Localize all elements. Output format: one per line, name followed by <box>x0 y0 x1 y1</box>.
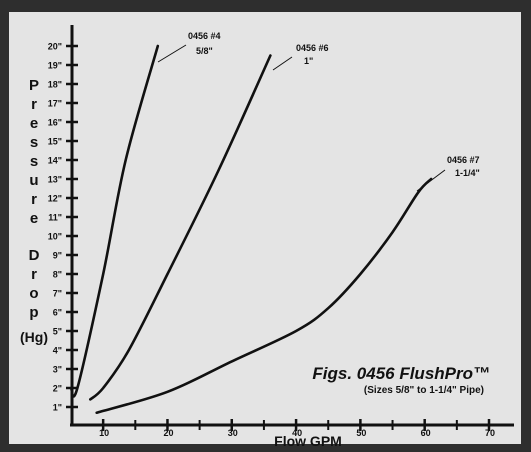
y-tick-label: 20" <box>48 42 62 52</box>
y-tick-label: 14" <box>48 156 62 166</box>
y-axis-label-letter: s <box>30 134 38 151</box>
series-line <box>69 44 160 398</box>
y-axis-label-letter: r <box>31 96 37 113</box>
y-axis-label-letter: p <box>29 304 38 321</box>
y-tick-label: 17" <box>48 99 62 109</box>
y-axis-label-letter: e <box>30 115 38 132</box>
series-name-label: 0456 #7 <box>447 155 480 165</box>
y-tick-label: 5" <box>53 327 62 337</box>
series-size-label: 5/8" <box>196 46 213 56</box>
x-tick-label: 60 <box>421 428 431 438</box>
x-axis-label: Flow GPM <box>274 433 342 449</box>
series-size-label: 1-1/4" <box>455 168 480 178</box>
series-size-label: 1" <box>304 56 313 66</box>
x-tick-label: 50 <box>356 428 366 438</box>
y-tick-label: 15" <box>48 137 62 147</box>
y-axis-label-letter: e <box>30 210 38 227</box>
y-axis-unit-label: (Hg) <box>20 329 48 345</box>
series-layer: 0456 #4 5/8" 0456 #6 1" 0456 #7 1-1/4" <box>69 31 480 414</box>
y-tick-label: 2" <box>53 384 62 394</box>
x-tick-label: 70 <box>485 428 495 438</box>
y-tick-label: 8" <box>53 270 62 280</box>
y-axis-label-letter: r <box>31 266 37 283</box>
series-line <box>89 54 272 401</box>
series-name-label: 0456 #6 <box>296 43 329 53</box>
y-tick-label: 13" <box>48 175 62 185</box>
y-tick-label: 3" <box>53 365 62 375</box>
y-tick-label: 1" <box>53 403 62 413</box>
x-tick-label: 30 <box>228 428 238 438</box>
y-tick-label: 4" <box>53 346 62 356</box>
y-tick-label: 9" <box>53 251 62 261</box>
axes <box>70 25 514 427</box>
y-tick-label: 10" <box>48 232 62 242</box>
y-tick-label: 18" <box>48 80 62 90</box>
y-ticks: 1" 2" 3" 4" 5" 6" 7" 8" 9" 10" 11" 12" 13" 14" 15" 16" 1… <box>48 42 78 413</box>
y-axis-label-letter: u <box>29 172 38 189</box>
chart-title: Figs. 0456 FlushPro™ <box>312 364 490 383</box>
series-line <box>95 177 433 414</box>
series-leader-line <box>157 44 187 63</box>
y-axis-label-letter: P <box>29 77 39 94</box>
y-axis-label-letter: r <box>31 191 37 208</box>
chart-background <box>9 12 521 444</box>
series-leader-line <box>272 56 293 71</box>
y-axis-label-letter: D <box>29 247 40 264</box>
chart-subtitle: (Sizes 5/8" to 1-1/4" Pipe) <box>364 385 484 396</box>
y-axis-label-letter: o <box>29 285 38 302</box>
y-axis-label-letter: s <box>30 153 38 170</box>
x-tick-label: 10 <box>99 428 109 438</box>
y-tick-label: 16" <box>48 118 62 128</box>
series-name-label: 0456 #4 <box>188 31 221 41</box>
x-ticks: 10 20 30 40 50 60 70 <box>99 419 495 438</box>
series-leader-line <box>416 169 446 192</box>
x-tick-label: 40 <box>292 428 302 438</box>
y-tick-label: 7" <box>53 289 62 299</box>
y-tick-label: 11" <box>48 213 62 223</box>
y-tick-label: 19" <box>48 61 62 71</box>
x-tick-label: 20 <box>163 428 173 438</box>
y-tick-label: 12" <box>48 194 62 204</box>
y-tick-label: 6" <box>53 308 62 318</box>
